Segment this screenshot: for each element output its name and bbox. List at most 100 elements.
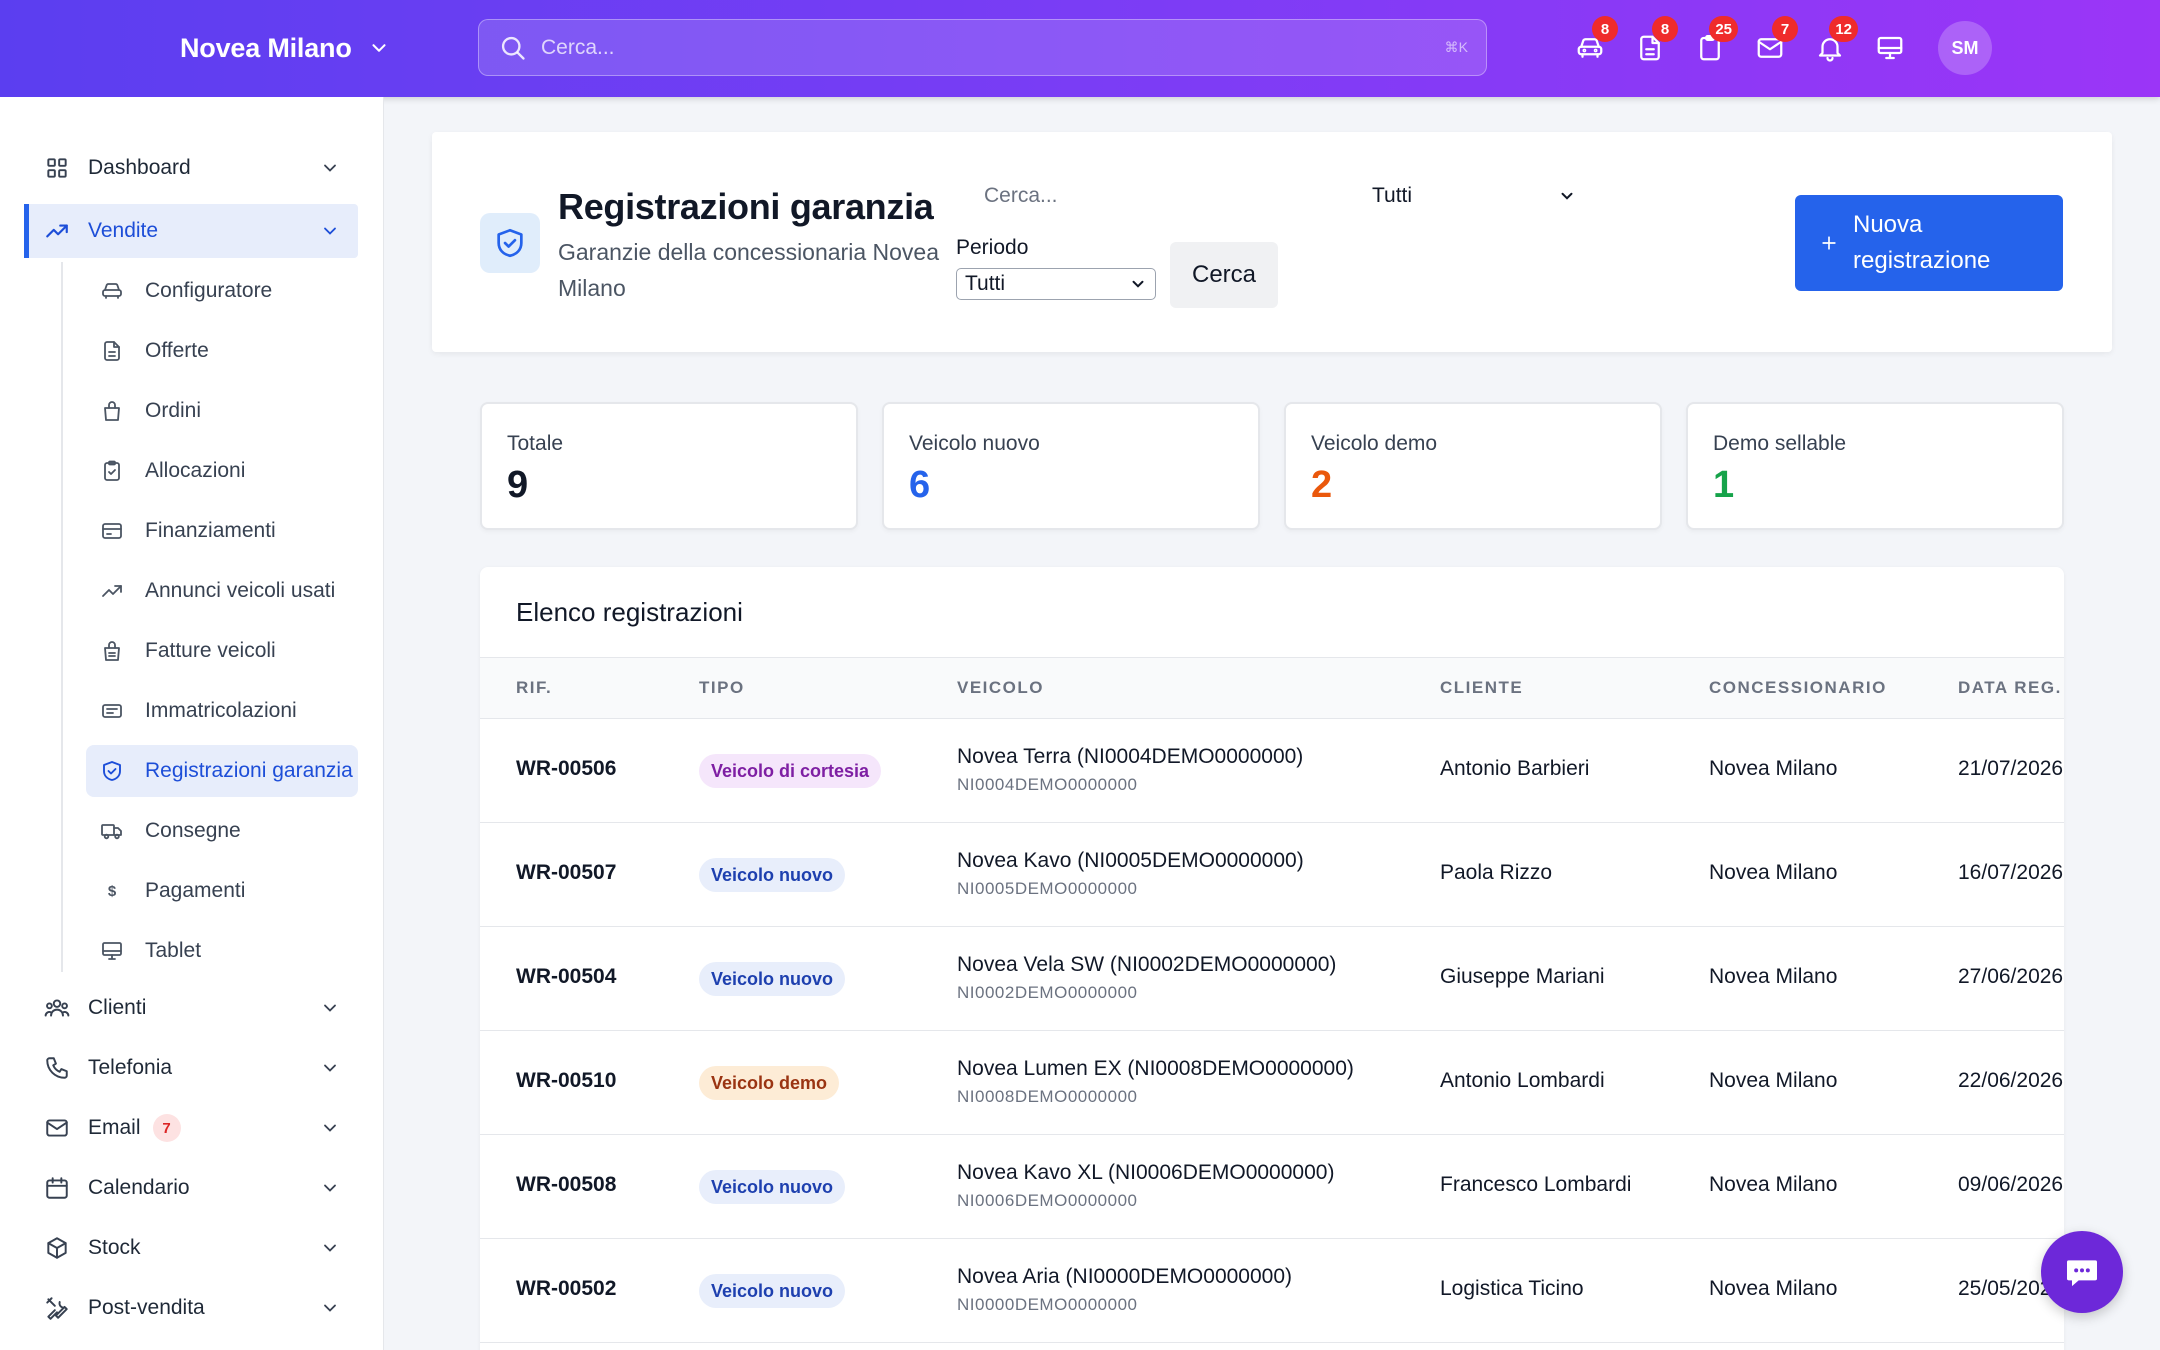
sidebar-item-label: Annunci veicoli usati: [145, 579, 336, 602]
type-badge: Veicolo nuovo: [699, 1274, 846, 1308]
plus-icon: [1822, 236, 1836, 250]
bell-icon[interactable]: 12: [1812, 16, 1858, 66]
phone-icon: [42, 1053, 72, 1083]
calendar-icon: [42, 1173, 72, 1203]
table-row[interactable]: WR-00510 Veicolo demo Novea Lumen EX (NI…: [480, 1031, 2064, 1135]
car-icon[interactable]: 8: [1572, 16, 1618, 66]
sidebar-item-dashboard[interactable]: Dashboard: [24, 141, 358, 195]
global-search[interactable]: ⌘K: [478, 19, 1487, 76]
sidebar-item-pagamenti[interactable]: $ Pagamenti: [86, 865, 358, 917]
sidebar-item-immatricolazioni[interactable]: Immatricolazioni: [86, 685, 358, 737]
search-shortcut: ⌘K: [1444, 39, 1468, 55]
table-row[interactable]: WR-00502 Veicolo nuovo Novea Aria (NI000…: [480, 1239, 2064, 1343]
cell-vehicle: Novea Kavo (NI0005DEMO0000000): [957, 849, 1304, 872]
cell-vin: NI0008DEMO0000000: [957, 1087, 1138, 1106]
column-header-tipo[interactable]: TIPO: [699, 678, 745, 697]
page-header: Registrazioni garanzia Garanzie della co…: [432, 132, 2112, 352]
chevron-down-icon: [324, 1304, 336, 1312]
sidebar-item-clienti[interactable]: Clienti: [24, 981, 358, 1035]
column-header-cliente[interactable]: CLIENTE: [1440, 678, 1524, 697]
sidebar-item-email[interactable]: Email 7: [24, 1101, 358, 1155]
cell-vehicle: Novea Aria (NI0000DEMO0000000): [957, 1265, 1293, 1288]
sidebar-item-label: Email: [88, 1116, 141, 1139]
notification-badge: 8: [1652, 16, 1678, 42]
cell-customer: Antonio Lombardi: [1440, 1069, 1605, 1092]
sidebar-item-label: Telefonia: [88, 1056, 173, 1079]
monitor-icon[interactable]: [1872, 30, 1908, 66]
sidebar-item-configuratore[interactable]: Configuratore: [86, 265, 358, 317]
global-search-input[interactable]: [541, 35, 1445, 60]
sidebar-item-allocazioni[interactable]: Allocazioni: [86, 445, 358, 497]
user-avatar[interactable]: SM: [1938, 21, 1992, 75]
sidebar-item-finanziamenti[interactable]: Finanziamenti: [86, 505, 358, 557]
cell-ref: WR-00506: [516, 757, 617, 780]
dollar-icon: $: [98, 877, 126, 905]
chevron-down-icon: [324, 1184, 336, 1192]
search-button[interactable]: Cerca: [1170, 242, 1278, 308]
column-header-concessionario[interactable]: CONCESSIONARIO: [1709, 678, 1887, 697]
dealership-switcher[interactable]: Novea Milano: [180, 28, 390, 68]
stat-card-totale: Totale 9: [480, 402, 858, 530]
sidebar-item-stock[interactable]: Stock: [24, 1221, 358, 1275]
sidebar-item-tablet[interactable]: Tablet: [86, 925, 358, 977]
svg-text:$: $: [108, 883, 117, 900]
type-badge: Veicolo nuovo: [699, 858, 846, 892]
filter-search-input[interactable]: [976, 176, 1336, 216]
stat-value: 6: [909, 464, 931, 506]
type-badge: Veicolo di cortesia: [699, 754, 882, 788]
periodo-select[interactable]: Tutti: [956, 268, 1156, 300]
sidebar-item-label: Fatture veicoli: [145, 639, 276, 662]
table-row[interactable]: WR-00506 Veicolo di cortesia Novea Terra…: [480, 719, 2064, 823]
sidebar: Dashboard Vendite Configuratore Offerte …: [0, 97, 384, 1350]
clipboard-icon[interactable]: 25: [1692, 16, 1738, 66]
chat-bubble-icon: [2067, 1260, 2097, 1287]
sidebar-item-annunci-veicoli-usati[interactable]: Annunci veicoli usati: [86, 565, 358, 617]
cell-dealer: Novea Milano: [1709, 1277, 1838, 1300]
notification-badge: 7: [1772, 16, 1798, 42]
chevron-down-icon: [1132, 280, 1144, 288]
cell-ref: WR-00507: [516, 861, 617, 884]
cell-customer: Paola Rizzo: [1440, 861, 1553, 884]
search-icon: [501, 36, 525, 60]
document-icon[interactable]: 8: [1632, 16, 1678, 66]
sidebar-item-post-vendita[interactable]: Post-vendita: [24, 1281, 358, 1335]
column-header-data-reg[interactable]: DATA REG.: [1958, 678, 2062, 697]
sidebar-item-consegne[interactable]: Consegne: [86, 805, 358, 857]
cell-vin: NI0002DEMO0000000: [957, 983, 1138, 1002]
sidebar-item-label: Tablet: [145, 939, 202, 962]
credit-card-icon: [98, 517, 126, 545]
new-registration-button[interactable]: Nuova registrazione: [1795, 195, 2063, 291]
sidebar-item-label: Pagamenti: [145, 879, 246, 902]
notification-badge: 25: [1709, 16, 1738, 42]
column-header-rif[interactable]: RIF.: [516, 678, 553, 697]
chat-button[interactable]: [2041, 1231, 2123, 1313]
table-row[interactable]: WR-00508 Veicolo nuovo Novea Kavo XL (NI…: [480, 1135, 2064, 1239]
table-row[interactable]: WR-00507 Veicolo nuovo Novea Kavo (NI000…: [480, 823, 2064, 927]
type-filter-select[interactable]: Tutti: [1364, 176, 1584, 216]
stat-label: Totale: [507, 432, 564, 455]
sidebar-item-calendario[interactable]: Calendario: [24, 1161, 358, 1215]
page-title: Registrazioni garanzia: [558, 186, 934, 227]
mail-icon[interactable]: 7: [1752, 16, 1798, 66]
chevron-down-icon: [324, 1004, 336, 1012]
new-registration-label: Nuova registrazione: [1853, 211, 1991, 274]
column-header-veicolo[interactable]: VEICOLO: [957, 678, 1045, 697]
grid-icon: [42, 153, 72, 183]
stat-label: Veicolo demo: [1311, 432, 1438, 455]
cell-customer: Francesco Lombardi: [1440, 1173, 1632, 1196]
sidebar-item-fatture-veicoli[interactable]: Fatture veicoli: [86, 625, 358, 677]
type-badge: Veicolo nuovo: [699, 962, 846, 996]
sidebar-item-vendite[interactable]: Vendite: [24, 204, 358, 258]
cell-vin: NI0006DEMO0000000: [957, 1191, 1138, 1210]
truck-icon: [98, 817, 126, 845]
chevron-down-icon: [324, 164, 336, 172]
sidebar-item-ordini[interactable]: Ordini: [86, 385, 358, 437]
sidebar-item-label: Finanziamenti: [145, 519, 276, 542]
table-row[interactable]: WR-00504 Veicolo nuovo Novea Vela SW (NI…: [480, 927, 2064, 1031]
monitor-icon: [98, 937, 126, 965]
sidebar-item-offerte[interactable]: Offerte: [86, 325, 358, 377]
sidebar-item-registrazioni-garanzia[interactable]: Registrazioni garanzia: [86, 745, 358, 797]
stat-label: Demo sellable: [1713, 432, 1847, 455]
sidebar-item-telefonia[interactable]: Telefonia: [24, 1041, 358, 1095]
submenu-divider: [61, 262, 63, 972]
